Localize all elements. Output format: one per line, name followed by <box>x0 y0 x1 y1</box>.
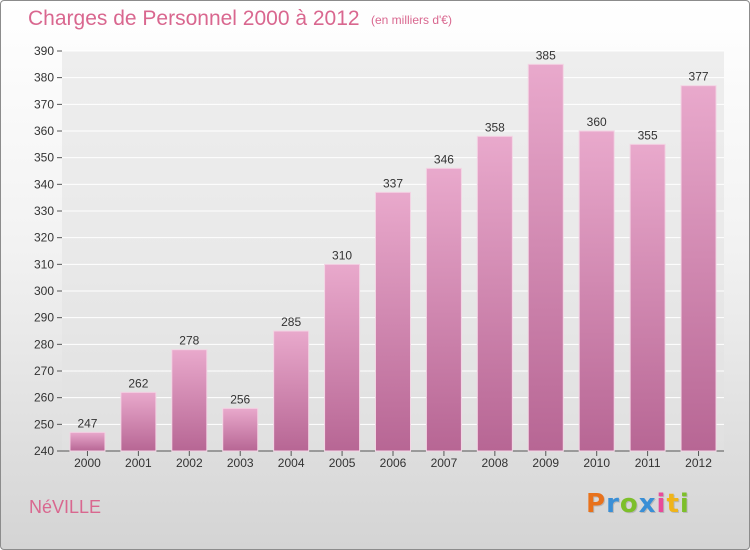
y-tick-label: 250 <box>34 417 54 431</box>
data-label-2010: 360 <box>587 115 607 129</box>
x-tick-label-2010: 2010 <box>583 456 610 470</box>
x-tick-label-2000: 2000 <box>74 456 101 470</box>
data-label-2005: 310 <box>332 248 352 262</box>
bar-2008 <box>476 135 513 452</box>
data-label-2008: 358 <box>485 120 505 134</box>
logo-letter: x <box>638 489 657 519</box>
y-tick-label: 290 <box>34 311 54 325</box>
bar-2000 <box>69 431 106 452</box>
y-tick-label: 270 <box>34 364 54 378</box>
y-tick-label: 260 <box>34 391 54 405</box>
y-tick-label: 380 <box>34 71 54 85</box>
x-tick-label-2009: 2009 <box>532 456 559 470</box>
bar-2005 <box>324 263 361 452</box>
x-tick-label-2004: 2004 <box>278 456 305 470</box>
logo-letter: i <box>679 489 690 519</box>
data-label-2002: 278 <box>179 334 199 348</box>
x-tick-label-2007: 2007 <box>431 456 458 470</box>
chart-title: Charges de Personnel 2000 à 2012 <box>28 7 360 30</box>
bar-2007 <box>425 167 462 452</box>
y-tick-label: 300 <box>34 284 54 298</box>
data-label-2000: 247 <box>77 416 97 430</box>
bar-2012 <box>680 85 717 452</box>
bar-2001 <box>120 391 157 452</box>
town-name: NéVILLE <box>29 497 102 517</box>
data-label-2006: 337 <box>383 176 403 190</box>
data-label-2011: 355 <box>638 128 658 142</box>
x-tick-label-2003: 2003 <box>227 456 254 470</box>
y-tick-label: 310 <box>34 257 54 271</box>
bar-2009 <box>527 63 564 452</box>
bars: 247 262 278 256 285 310 337 346 358 385 360 355 377 <box>69 48 717 452</box>
x-tick-label-2011: 2011 <box>635 456 661 470</box>
x-axis: 2000 2001 2002 2003 2004 2005 2006 2007 2008 2009… <box>74 451 712 470</box>
y-tick-label: 370 <box>34 97 54 111</box>
y-tick-label: 320 <box>34 231 54 245</box>
y-tick-label: 360 <box>34 124 54 138</box>
y-tick-label: 350 <box>34 151 54 165</box>
bar-2003 <box>222 407 259 452</box>
x-tick-label-2002: 2002 <box>176 456 203 470</box>
logo-letter: r <box>606 489 620 519</box>
data-label-2009: 385 <box>536 48 556 62</box>
proxiti-logo: Proxiti <box>586 489 690 519</box>
bar-2002 <box>171 349 208 452</box>
data-label-2007: 346 <box>434 152 454 166</box>
logo-letter: o <box>619 489 639 519</box>
x-tick-label-2008: 2008 <box>481 456 508 470</box>
y-tick-label: 240 <box>34 444 54 458</box>
bar-2006 <box>375 191 411 452</box>
chart-subtitle: (en milliers d'€) <box>371 13 452 27</box>
data-label-2004: 285 <box>281 315 301 329</box>
logo-letter: i <box>656 489 667 519</box>
x-tick-label-2005: 2005 <box>329 456 356 470</box>
logo-letter: t <box>666 489 680 519</box>
y-tick-label: 390 <box>34 44 54 58</box>
bar-2004 <box>273 330 310 452</box>
x-tick-label-2012: 2012 <box>685 456 712 470</box>
y-tick-label: 280 <box>34 337 54 351</box>
data-label-2001: 262 <box>128 376 148 390</box>
data-label-2012: 377 <box>689 70 709 84</box>
y-tick-label: 330 <box>34 204 54 218</box>
data-label-2003: 256 <box>230 392 250 406</box>
x-tick-label-2001: 2001 <box>125 456 152 470</box>
logo-letter: P <box>586 489 607 519</box>
y-tick-label: 340 <box>34 177 54 191</box>
x-tick-label-2006: 2006 <box>380 456 407 470</box>
bar-2011 <box>629 143 666 452</box>
bar-2010 <box>578 130 615 452</box>
y-axis: 240 250 260 270 280 290 300 310 320 330 340 350 360 3… <box>34 44 724 458</box>
